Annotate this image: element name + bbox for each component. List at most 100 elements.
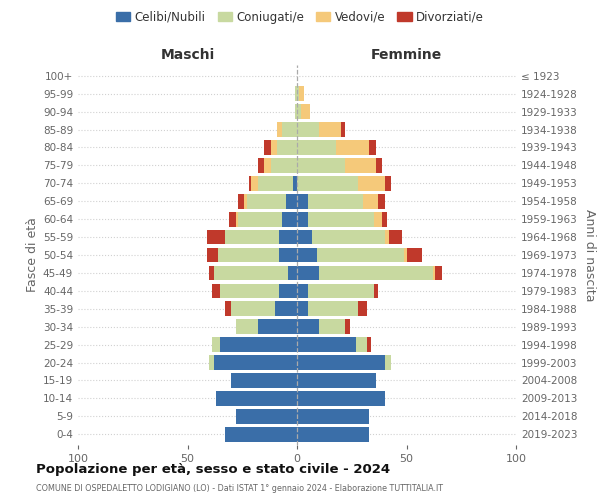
Bar: [288, 266, 297, 280]
Text: Femmine: Femmine: [371, 48, 442, 62]
Bar: [264, 158, 271, 172]
Bar: [358, 176, 385, 190]
Bar: [247, 194, 286, 208]
Bar: [293, 176, 297, 190]
Bar: [295, 104, 297, 119]
Bar: [281, 212, 297, 226]
Bar: [229, 212, 236, 226]
Bar: [295, 86, 297, 101]
Bar: [297, 140, 337, 155]
Bar: [317, 248, 404, 262]
Bar: [216, 391, 297, 406]
Bar: [297, 302, 308, 316]
Text: Maschi: Maschi: [160, 48, 215, 62]
Bar: [297, 86, 299, 101]
Bar: [297, 338, 356, 352]
Bar: [212, 284, 220, 298]
Bar: [297, 248, 317, 262]
Bar: [220, 284, 280, 298]
Bar: [319, 320, 345, 334]
Bar: [319, 122, 341, 137]
Bar: [281, 122, 297, 137]
Bar: [275, 302, 297, 316]
Bar: [209, 266, 214, 280]
Bar: [264, 140, 271, 155]
Bar: [236, 409, 297, 424]
Bar: [299, 86, 304, 101]
Bar: [277, 140, 297, 155]
Bar: [232, 302, 275, 316]
Bar: [225, 230, 280, 244]
Bar: [374, 212, 382, 226]
Bar: [225, 302, 232, 316]
Bar: [257, 176, 293, 190]
Bar: [308, 284, 374, 298]
Bar: [232, 373, 297, 388]
Bar: [297, 409, 369, 424]
Bar: [337, 140, 369, 155]
Bar: [297, 104, 301, 119]
Bar: [356, 338, 367, 352]
Bar: [345, 158, 376, 172]
Bar: [341, 122, 345, 137]
Bar: [362, 194, 378, 208]
Bar: [244, 194, 247, 208]
Text: Popolazione per età, sesso e stato civile - 2024: Popolazione per età, sesso e stato civil…: [36, 462, 390, 475]
Bar: [308, 194, 362, 208]
Bar: [407, 248, 422, 262]
Bar: [212, 338, 220, 352]
Text: COMUNE DI OSPEDALETTO LODIGIANO (LO) - Dati ISTAT 1° gennaio 2024 - Elaborazione: COMUNE DI OSPEDALETTO LODIGIANO (LO) - D…: [36, 484, 443, 493]
Bar: [214, 266, 288, 280]
Bar: [209, 355, 214, 370]
Bar: [271, 158, 297, 172]
Bar: [238, 194, 244, 208]
Bar: [249, 176, 251, 190]
Bar: [385, 230, 389, 244]
Bar: [220, 338, 297, 352]
Bar: [297, 176, 358, 190]
Bar: [286, 194, 297, 208]
Bar: [385, 355, 391, 370]
Legend: Celibi/Nubili, Coniugati/e, Vedovi/e, Divorziati/e: Celibi/Nubili, Coniugati/e, Vedovi/e, Di…: [111, 6, 489, 28]
Bar: [367, 338, 371, 352]
Y-axis label: Fasce di età: Fasce di età: [26, 218, 39, 292]
Bar: [297, 373, 376, 388]
Bar: [280, 284, 297, 298]
Bar: [369, 140, 376, 155]
Bar: [207, 248, 218, 262]
Bar: [308, 302, 358, 316]
Bar: [385, 176, 391, 190]
Bar: [207, 230, 225, 244]
Bar: [251, 176, 257, 190]
Bar: [218, 248, 280, 262]
Bar: [374, 284, 378, 298]
Bar: [319, 266, 433, 280]
Bar: [435, 266, 442, 280]
Bar: [297, 194, 308, 208]
Bar: [236, 212, 238, 226]
Bar: [345, 320, 350, 334]
Bar: [297, 230, 313, 244]
Bar: [280, 230, 297, 244]
Bar: [433, 266, 435, 280]
Bar: [313, 230, 385, 244]
Bar: [376, 158, 382, 172]
Bar: [297, 266, 319, 280]
Bar: [297, 391, 385, 406]
Bar: [238, 212, 281, 226]
Bar: [236, 320, 257, 334]
Bar: [308, 212, 374, 226]
Bar: [280, 248, 297, 262]
Bar: [277, 122, 281, 137]
Bar: [214, 355, 297, 370]
Bar: [382, 212, 387, 226]
Bar: [389, 230, 402, 244]
Bar: [358, 302, 367, 316]
Bar: [297, 355, 385, 370]
Bar: [297, 158, 345, 172]
Bar: [297, 212, 308, 226]
Bar: [378, 194, 385, 208]
Bar: [271, 140, 277, 155]
Bar: [225, 427, 297, 442]
Y-axis label: Anni di nascita: Anni di nascita: [583, 209, 596, 301]
